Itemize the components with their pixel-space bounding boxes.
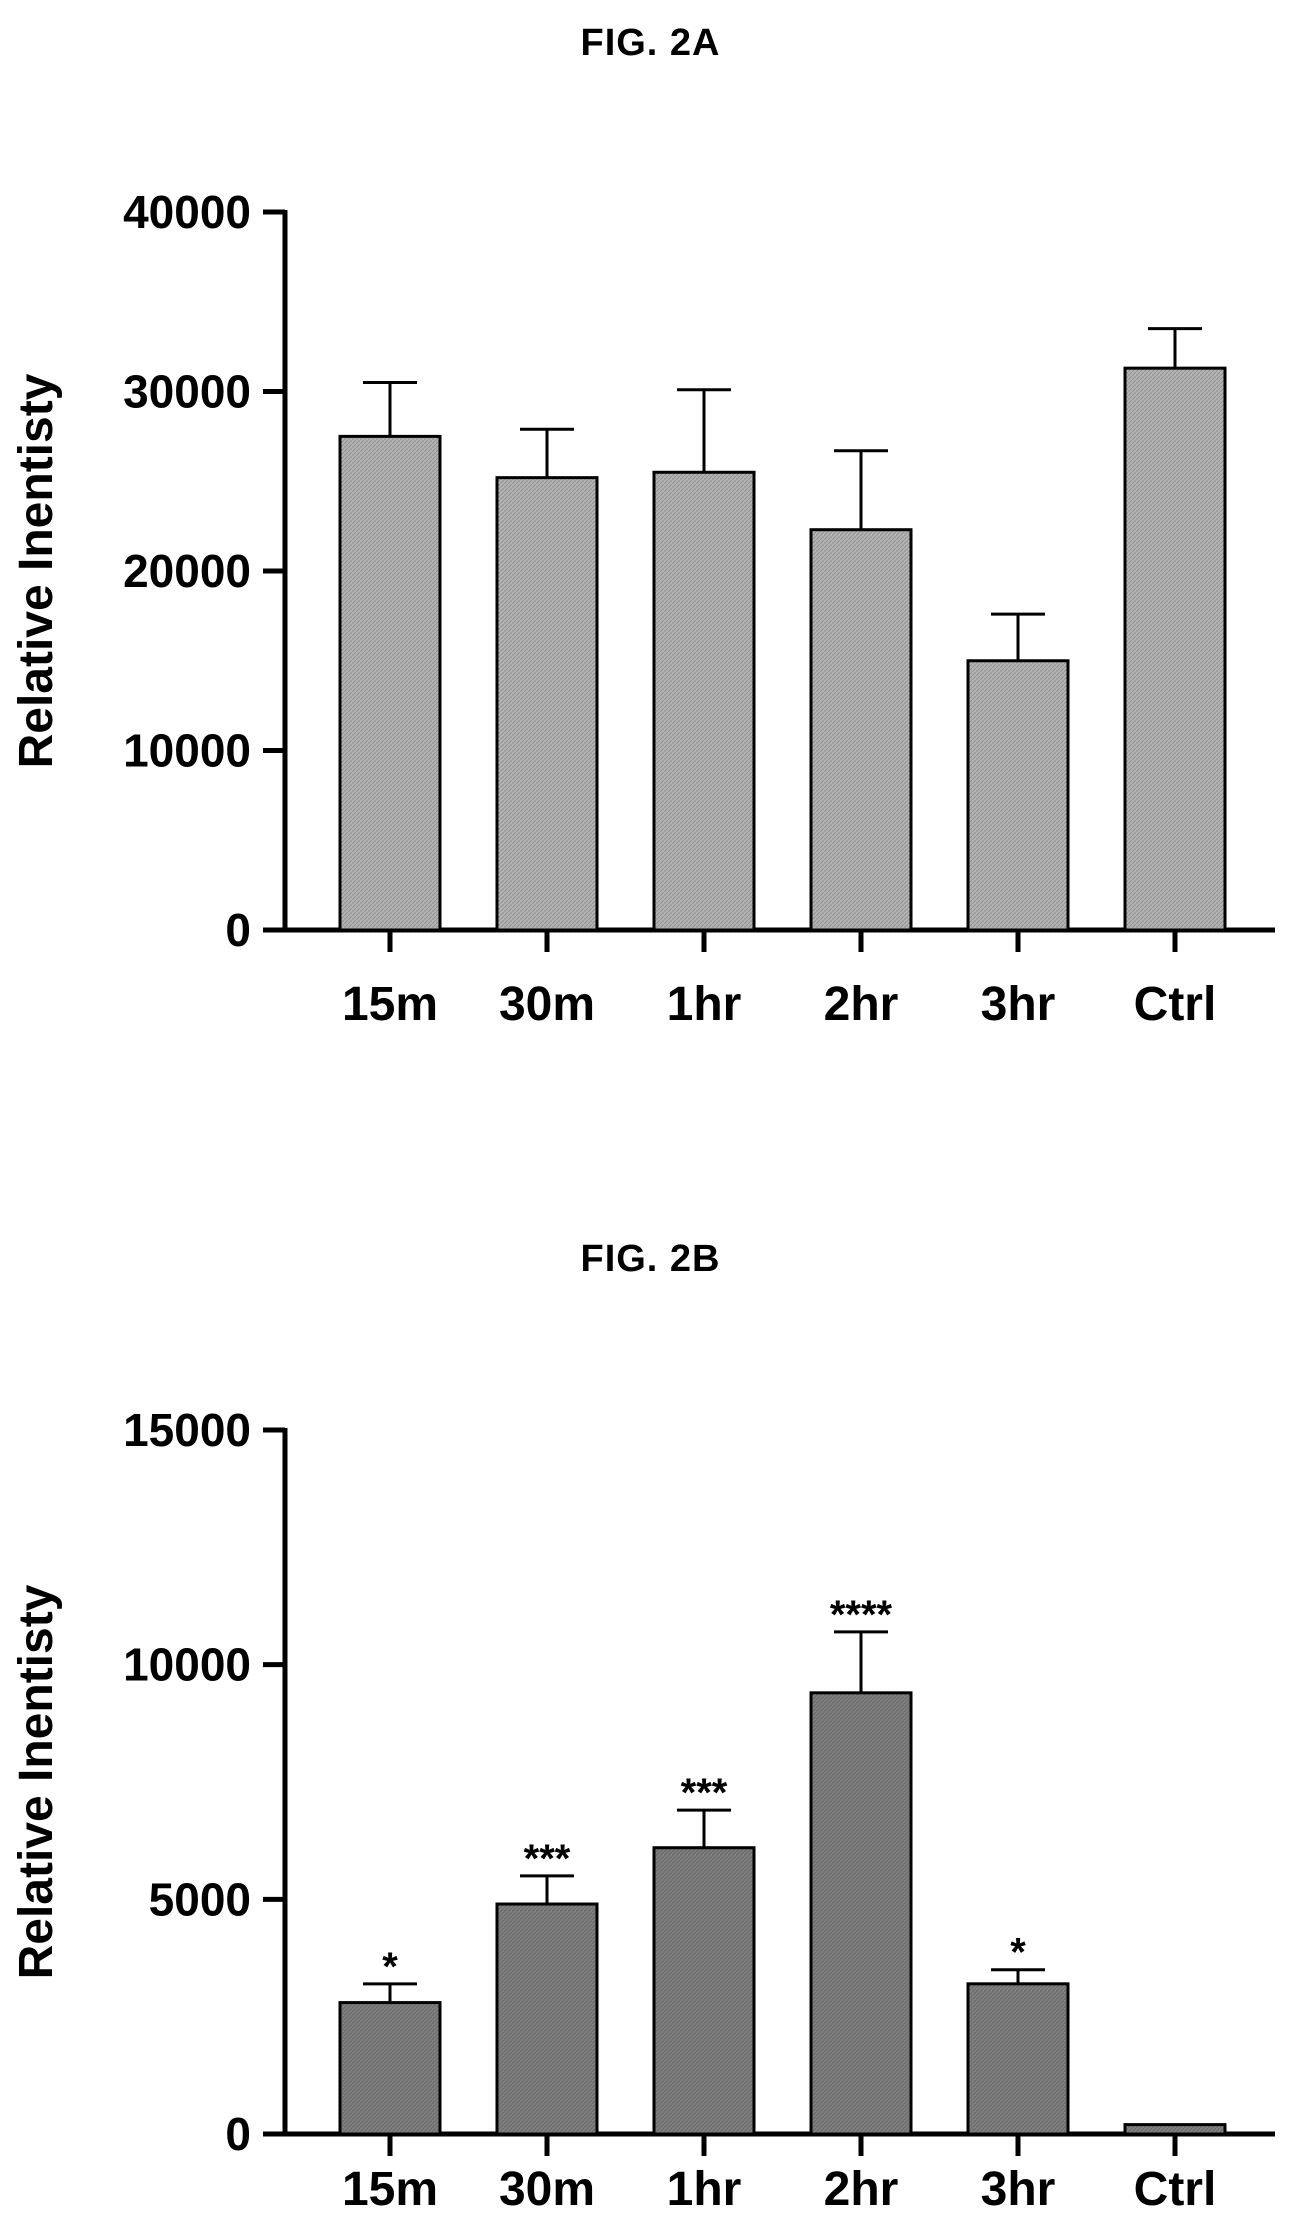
x-tick-label: 30m	[499, 978, 595, 1031]
y-axis-title: Relative Inentisty	[10, 1584, 63, 1979]
x-tick-label: 15m	[342, 2163, 438, 2216]
x-tick-label: Ctrl	[1134, 2163, 1217, 2216]
bar	[652, 470, 756, 932]
y-tick-label: 30000	[123, 366, 251, 418]
bar	[1123, 2123, 1227, 2136]
significance-label: ***	[681, 1771, 728, 1815]
bar	[809, 1691, 913, 2136]
significance-label: *	[382, 1945, 398, 1989]
x-tick-label: Ctrl	[1134, 978, 1217, 1031]
y-axis-title: Relative Inentisty	[10, 373, 63, 768]
significance-label: ****	[830, 1593, 893, 1637]
x-tick-label: 15m	[342, 978, 438, 1031]
x-tick-label: 3hr	[981, 2163, 1056, 2216]
significance-label: *	[1010, 1931, 1026, 1975]
figure-title-2a: FIG. 2A	[580, 22, 721, 64]
y-tick-label: 40000	[123, 186, 251, 238]
x-tick-label: 2hr	[824, 978, 899, 1031]
bar	[1123, 366, 1227, 932]
bar	[966, 659, 1070, 932]
bar	[809, 528, 913, 932]
y-tick-label: 15000	[123, 1404, 251, 1456]
bar-chart-2a: Relative Inentisty 0 10000 20000 30000 40000 1…	[10, 186, 1275, 1031]
bar	[338, 434, 442, 932]
y-tick-label: 5000	[149, 1873, 251, 1925]
x-tick-label: 3hr	[981, 978, 1056, 1031]
x-tick-label: 30m	[499, 2163, 595, 2216]
y-tick-label: 10000	[123, 1639, 251, 1691]
y-tick-label: 10000	[123, 725, 251, 777]
significance-label: ***	[524, 1837, 571, 1881]
bar	[966, 1982, 1070, 2136]
x-tick-label: 2hr	[824, 2163, 899, 2216]
bar	[652, 1846, 756, 2136]
bar-chart-2b: Relative Inentisty050001000015000*15m***…	[10, 1404, 1275, 2216]
x-tick-label: 1hr	[667, 978, 742, 1031]
bar	[495, 476, 599, 932]
bar	[338, 2001, 442, 2136]
bar	[495, 1902, 599, 2136]
y-tick-label: 0	[225, 2108, 251, 2160]
figure-title-2b: FIG. 2B	[580, 1238, 721, 1280]
y-tick-label: 0	[225, 904, 251, 956]
y-tick-label: 20000	[123, 545, 251, 597]
x-tick-label: 1hr	[667, 2163, 742, 2216]
